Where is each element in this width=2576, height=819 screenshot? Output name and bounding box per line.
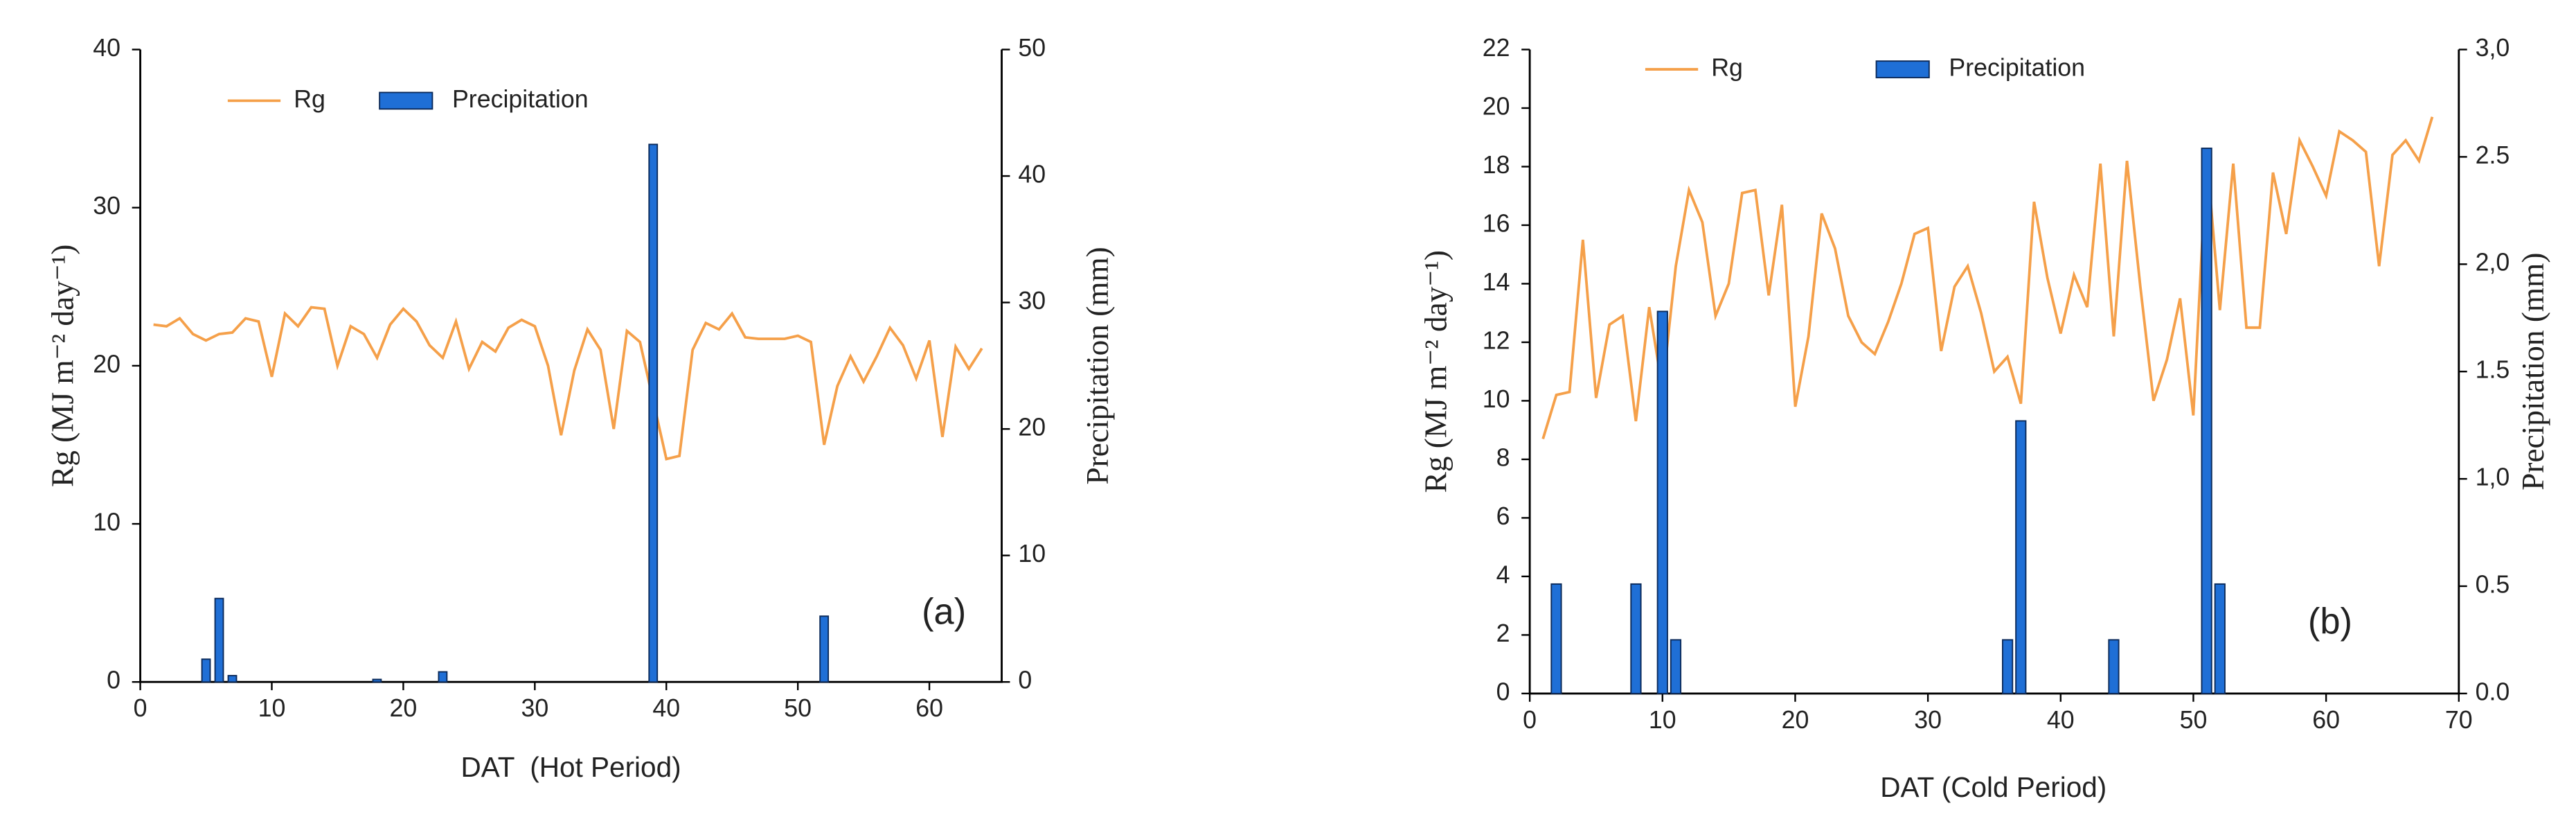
y-tick-label: 20 <box>93 350 120 378</box>
bar <box>2108 639 2120 694</box>
bar <box>819 615 830 683</box>
chart: 0 10 20 30 40 50 60 70 0 2 4 6 8 10 12 14 16 18 20 22 0.0 0.5… <box>1418 34 2550 803</box>
x-tick-label: 10 <box>1649 706 1676 734</box>
x-axis-label: DAT (Hot Period) <box>461 751 681 783</box>
x-tick-label: 60 <box>2312 706 2340 734</box>
x-tick-label: 40 <box>652 694 680 722</box>
y-axis-label: Rg (MJ m⁻² day⁻¹) <box>46 245 80 487</box>
bar <box>2015 420 2027 694</box>
y2-tick-label: 20 <box>1018 414 1046 441</box>
y2-tick-label: 10 <box>1018 540 1046 567</box>
x-tick-label: 10 <box>258 694 286 722</box>
y-tick-label: 0 <box>1496 678 1510 705</box>
bar <box>372 678 382 683</box>
x-axis-label: DAT (Cold Period) <box>1880 771 2107 803</box>
bar <box>438 671 448 683</box>
y-tick-label: 10 <box>93 508 120 536</box>
y2-tick-label: 0.0 <box>2476 678 2510 705</box>
y-tick-label: 22 <box>1483 34 1510 62</box>
y2-tick-label: 50 <box>1018 34 1046 62</box>
legend-swatch <box>1875 60 1930 78</box>
line <box>153 306 983 461</box>
x-tick-label: 0 <box>1523 706 1537 734</box>
y-tick-label: 40 <box>93 34 120 62</box>
y-tick-label: 30 <box>93 192 120 220</box>
x-tick-label: 30 <box>521 694 548 722</box>
x-tick-label: 70 <box>2445 706 2473 734</box>
legend-label: Precipitation <box>452 85 589 113</box>
x-tick-label: 30 <box>1914 706 1942 734</box>
y-tick-label: 18 <box>1483 151 1510 179</box>
y-tick-label: 6 <box>1496 502 1510 530</box>
y-tick-label: 2 <box>1496 619 1510 647</box>
legend-label: Precipitation <box>1949 54 2085 82</box>
y-tick-label: 10 <box>1483 385 1510 413</box>
bar <box>227 675 238 683</box>
bar <box>214 597 224 683</box>
legend-swatch <box>379 91 433 110</box>
annotation: (a) <box>922 592 966 632</box>
x-tick-label: 20 <box>1782 706 1809 734</box>
y2-axis-label: Precipitation (mm) <box>2516 253 2550 491</box>
x-tick-label: 50 <box>2180 706 2208 734</box>
bar <box>2214 583 2226 694</box>
legend-label: Rg <box>1711 54 1743 82</box>
y2-tick-label: 1.5 <box>2476 356 2510 384</box>
bar <box>1656 310 1668 694</box>
x-tick-label: 20 <box>390 694 418 722</box>
bar <box>2201 148 2212 694</box>
y-tick-label: 4 <box>1496 561 1510 588</box>
bar <box>648 143 659 683</box>
x-tick-label: 60 <box>915 694 943 722</box>
chart: 0 10 20 30 40 50 60 0 10 20 30 40 0 10 20 30 40 50 DAT (Ho… <box>46 34 1115 783</box>
line <box>1541 116 2434 439</box>
x-tick-label: 50 <box>784 694 812 722</box>
y-tick-label: 12 <box>1483 326 1510 354</box>
y2-tick-label: 0.5 <box>2476 570 2510 598</box>
y2-tick-label: 40 <box>1018 160 1046 188</box>
y-axis-label: Rg (MJ m⁻² day⁻¹) <box>1418 250 1453 493</box>
bar <box>1670 639 1682 694</box>
y-tick-label: 0 <box>107 667 120 694</box>
bar <box>1550 583 1562 694</box>
y-tick-label: 14 <box>1483 268 1510 296</box>
y2-tick-label: 1,0 <box>2476 464 2510 491</box>
y-tick-label: 20 <box>1483 92 1510 120</box>
annotation: (b) <box>2308 602 2352 642</box>
y2-axis-label: Precipitation (mm) <box>1080 247 1115 484</box>
y-tick-label: 8 <box>1496 443 1510 471</box>
legend-label: Rg <box>294 85 325 113</box>
y2-tick-label: 0 <box>1018 667 1032 694</box>
y2-tick-label: 2,0 <box>2476 249 2510 276</box>
bar <box>2002 639 2014 694</box>
bar <box>1630 583 1642 694</box>
y2-tick-label: 30 <box>1018 287 1046 315</box>
y-tick-label: 16 <box>1483 209 1510 237</box>
x-tick-label: 40 <box>2047 706 2075 734</box>
bar <box>201 658 211 683</box>
x-tick-label: 0 <box>134 694 147 722</box>
y2-tick-label: 2.5 <box>2476 141 2510 169</box>
y2-tick-label: 3,0 <box>2476 34 2510 62</box>
